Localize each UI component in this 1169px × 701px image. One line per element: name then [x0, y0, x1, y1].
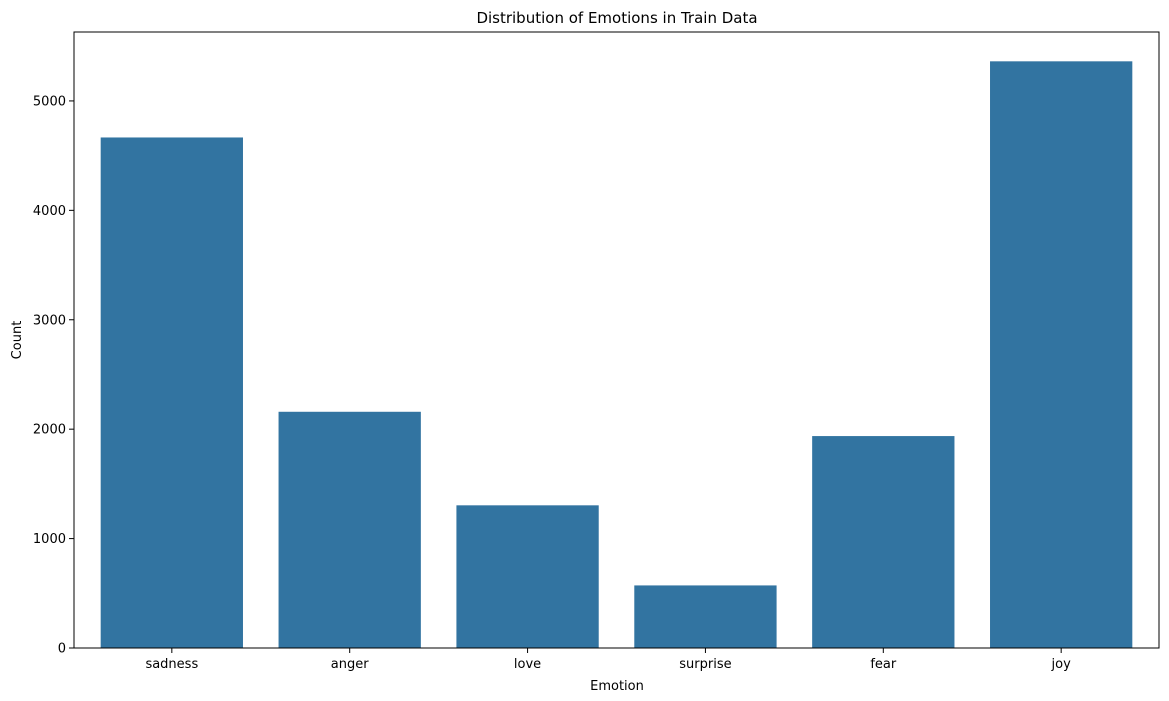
x-tick-label-joy: joy — [1051, 657, 1072, 672]
y-axis-label: Count — [10, 321, 25, 360]
bar-anger — [278, 411, 421, 648]
y-tick-label-3000: 3000 — [33, 313, 66, 328]
y-tick-label-4000: 4000 — [33, 204, 66, 219]
y-axis-ticks: 0 1000 2000 3000 4000 5000 — [33, 94, 74, 657]
x-tick-label-fear: fear — [870, 657, 897, 672]
x-axis-ticks: sadness anger love surprise fear joy — [145, 648, 1071, 672]
x-tick-label-anger: anger — [331, 657, 369, 672]
plot-frame — [73, 31, 1160, 649]
bar-joy — [990, 61, 1133, 648]
chart-title: Distribution of Emotions in Train Data — [476, 9, 757, 27]
bar-love — [456, 505, 599, 648]
bar-sadness — [100, 137, 243, 648]
x-tick-label-love: love — [514, 657, 541, 672]
y-tick-label-0: 0 — [58, 642, 66, 657]
y-tick-label-5000: 5000 — [33, 94, 66, 109]
x-tick-label-sadness: sadness — [145, 657, 198, 672]
bars-group — [100, 61, 1133, 648]
x-tick-label-surprise: surprise — [679, 657, 731, 672]
y-tick-label-1000: 1000 — [33, 532, 66, 547]
x-axis-label: Emotion — [590, 679, 644, 694]
y-tick-label-2000: 2000 — [33, 423, 66, 438]
bar-fear — [812, 436, 955, 648]
bar-surprise — [634, 585, 777, 648]
